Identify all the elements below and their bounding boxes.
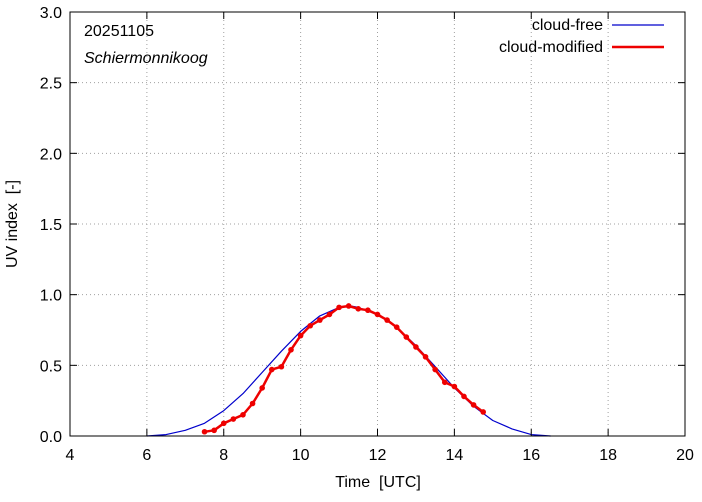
cloud-modified-point [441, 379, 448, 386]
x-tick-label: 6 [142, 447, 151, 464]
cloud-modified-point [451, 383, 458, 390]
cloud-modified-point [220, 420, 227, 427]
x-tick-label: 12 [369, 447, 387, 464]
legend-cloud-free-label: cloud-free [532, 17, 603, 34]
y-tick-label: 0.5 [40, 358, 62, 375]
cloud-modified-point [413, 344, 419, 350]
y-tick-label: 2.0 [40, 146, 62, 163]
cloud-modified-point [288, 346, 294, 353]
cloud-modified-point [403, 334, 410, 340]
cloud-modified-point [211, 427, 217, 434]
x-tick-label: 10 [292, 447, 310, 464]
cloud-modified-point [240, 412, 246, 418]
cloud-modified-point [365, 307, 371, 314]
cloud-modified-point [393, 324, 400, 330]
cloud-modified-line [203, 304, 485, 434]
x-tick-label: 14 [445, 447, 463, 464]
cloud-modified-point [355, 306, 362, 312]
x-tick-label: 18 [599, 447, 617, 464]
cloud-modified-point [345, 303, 352, 309]
y-tick-label: 0.0 [40, 429, 62, 446]
x-tick-label: 16 [522, 447, 540, 464]
x-axis-label: Time [UTC] [335, 474, 421, 491]
cloud-modified-point [268, 366, 275, 373]
x-tick-label: 20 [676, 447, 694, 464]
cloud-modified-point [480, 409, 487, 415]
cloud-modified-point [470, 402, 477, 408]
cloud-modified-point [461, 393, 467, 400]
location-label: Schiermonnikoog [84, 50, 208, 67]
series-layer [146, 303, 552, 437]
y-axis-label: UV index [-] [4, 180, 21, 268]
grid-layer [70, 12, 685, 436]
cloud-free-line [146, 305, 552, 437]
y-tick-label: 1.0 [40, 288, 62, 305]
cloud-modified-point [201, 428, 208, 435]
cloud-modified-point [374, 311, 381, 318]
cloud-modified-point [230, 416, 237, 422]
cloud-modified-point [297, 332, 304, 339]
cloud-modified-point [336, 304, 342, 311]
y-tick-label: 3.0 [40, 5, 62, 22]
cloud-modified-point [278, 363, 285, 370]
legend-cloud-modified-label: cloud-modified [499, 39, 603, 56]
cloud-modified-point [326, 311, 333, 318]
cloud-modified-point [259, 385, 265, 391]
x-tick-label: 4 [66, 447, 75, 464]
y-tick-label: 1.5 [40, 217, 62, 234]
cloud-modified-point [422, 354, 429, 360]
cloud-modified-point [384, 317, 390, 323]
x-tick-label: 8 [219, 447, 228, 464]
tick-layer: 4 6 8 10 12 14 16 18 20 0.0 0.5 1.0 1.5 2.0 2.5 3.0 [40, 5, 694, 464]
date-label: 20251105 [84, 23, 154, 40]
legend: cloud-free cloud-modified [499, 17, 664, 56]
y-tick-label: 2.5 [40, 76, 62, 93]
cloud-modified-point [307, 322, 314, 329]
cloud-modified-point [317, 317, 323, 323]
cloud-modified-point [249, 400, 256, 407]
cloud-modified-point [432, 366, 438, 373]
